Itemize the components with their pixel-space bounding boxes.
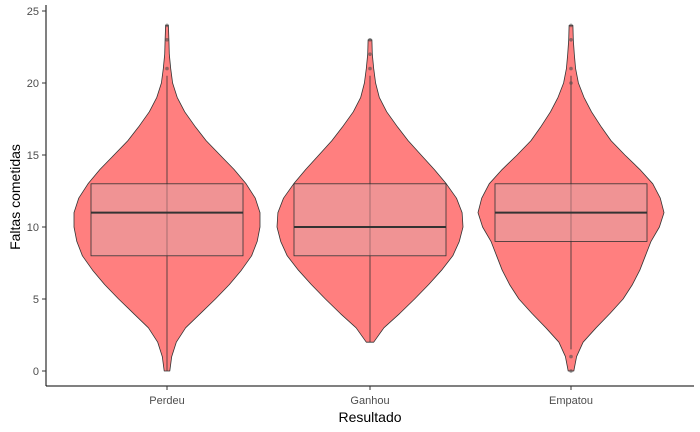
outlier-point — [165, 66, 169, 71]
plot-area — [73, 23, 665, 373]
x-tick-label: Ganhou — [350, 395, 389, 407]
outlier-point — [569, 23, 573, 28]
y-tick-label: 20 — [27, 78, 39, 90]
y-tick-label: 5 — [33, 294, 39, 306]
outlier-point — [569, 66, 573, 71]
outlier-point — [569, 369, 573, 373]
outlier-point — [569, 38, 573, 42]
outlier-point — [165, 38, 169, 42]
x-tick-label: Perdeu — [149, 395, 184, 407]
outlier-point — [368, 52, 372, 56]
x-axis-title: Resultado — [338, 409, 401, 425]
y-tick-label: 15 — [27, 150, 39, 162]
y-tick-label: 25 — [27, 6, 39, 18]
y-tick-label: 0 — [33, 366, 39, 378]
outlier-point — [368, 38, 372, 42]
outlier-point — [368, 66, 372, 71]
y-axis-ticks: 0 5 10 15 20 25 — [27, 6, 46, 378]
outlier-point — [569, 354, 573, 359]
y-axis-title: Faltas cometidas — [7, 144, 23, 250]
outlier-point — [165, 23, 169, 28]
x-tick-label: Empatou — [549, 395, 593, 407]
y-tick-label: 10 — [27, 222, 39, 234]
outlier-point — [569, 81, 573, 85]
x-axis-ticks: Perdeu Ganhou Empatou — [149, 386, 593, 407]
